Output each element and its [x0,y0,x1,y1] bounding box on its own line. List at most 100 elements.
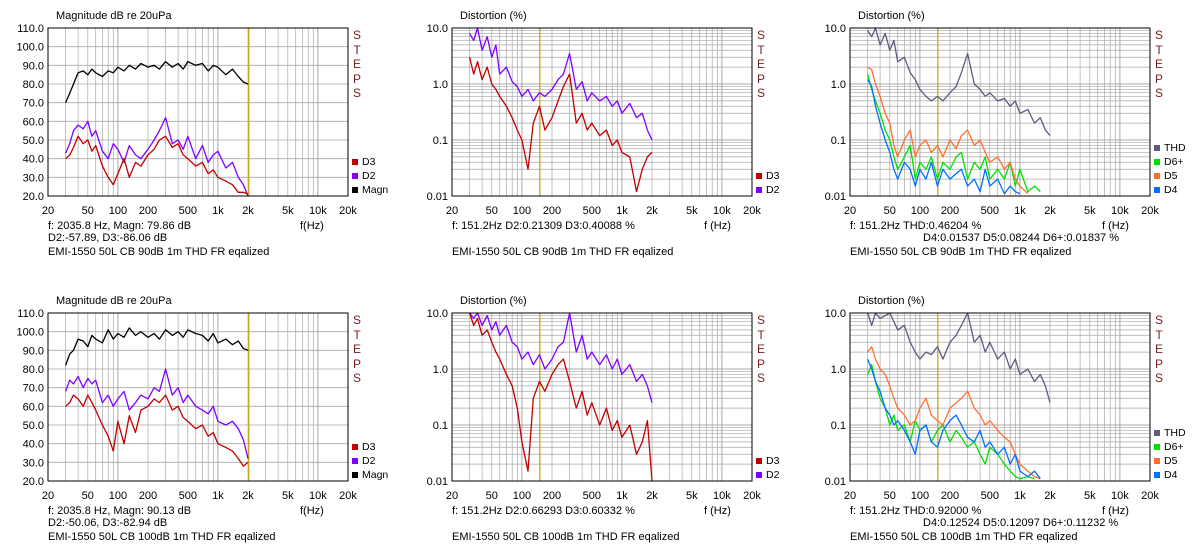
steps-letter: S [756,28,765,42]
y-tick-label: 70.0 [23,98,44,110]
x-tick-label: 5k [1084,205,1096,217]
y-tick-label: 20.0 [23,476,44,488]
cursor-readout: f: 151.2Hz D2:0.21309 D3:0.40088 % [452,220,635,232]
legend-label: D3 [362,441,376,453]
x-tick-label: 20k [1141,205,1159,217]
y-tick-label: 0.1 [433,420,448,432]
y-tick-label: 50.0 [23,135,44,147]
y-tick-label: 10.0 [825,308,846,320]
x-tick-label: 20 [42,205,54,217]
x-tick-label: 50 [486,205,498,217]
x-tick-label: 1k [1014,205,1026,217]
steps-letter: S [1154,313,1163,327]
legend-label: D2 [362,455,376,467]
x-tick-label: 5k [686,490,698,502]
y-tick-label: 0.01 [825,191,846,203]
chart-title: Magnitude dB re 20uPa [56,10,172,22]
plot-frame [849,312,1151,482]
plot-frame [47,312,349,482]
legend-item: Magn [352,469,388,481]
steps-letter: S [1154,28,1163,42]
series-line-d2 [64,368,249,459]
series-line-thd [867,27,1051,137]
legend-label: D3 [766,170,780,182]
x-tick-label: 20 [844,205,856,217]
legend-label: D3 [362,156,376,168]
chart-panel-distortion-thd-100db: 10.0 1.0 0.1 0.01 20 50 100 200 500 1k 2k 5k 10k 20k D… [802,285,1192,555]
y-tick-label: 60.0 [23,401,44,413]
legend-swatch [1154,458,1160,464]
y-tick-label: 30.0 [23,457,44,469]
x-tick-label: 1k [212,205,224,217]
x-tick-label: 200 [543,490,561,502]
legend-swatch [352,173,358,179]
y-tick-label: 100.0 [16,42,44,54]
y-tick-label: 0.01 [427,191,448,203]
y-tick-label: 80.0 [23,79,44,91]
x-tick-label: 500 [179,205,197,217]
x-tick-label: 2k [242,205,254,217]
cursor-readout: D2:-57.89, D3:-86.06 dB [48,232,168,244]
x-axis-unit-label: f (Hz) [704,505,731,517]
x-tick-label: 20k [339,205,357,217]
legend-swatch [756,472,762,478]
steps-letter: P [352,71,361,86]
x-tick-label: 5k [282,490,294,502]
legend-label: D6+ [1164,156,1184,168]
legend-swatch [756,173,762,179]
steps-letter: S [1154,371,1163,385]
x-tick-label: 1k [1014,490,1026,502]
legend-label: D4 [1164,184,1178,196]
cursor-readout: D2:-50.06, D3:-82.94 dB [48,517,168,529]
chart-panel-distortion-d2d3-90db: 10.0 1.0 0.1 0.01 20 50 100 200 500 1k 2k 5k 10k 20k D… [404,0,794,270]
legend-item: D4 [1154,469,1177,481]
series-line-thd [866,312,1051,403]
x-tick-label: 100 [911,205,929,217]
legend-swatch [1154,444,1160,450]
steps-letter: S [352,86,361,100]
chart-panel-distortion-d2d3-100db: 10.0 1.0 0.1 0.01 20 50 100 200 500 1k 2k 5k 10k 20k D… [404,285,794,555]
steps-letter: T [353,42,361,57]
x-tick-label: 500 [981,205,999,217]
series-line-d5 [867,66,1029,195]
legend-swatch [1154,159,1160,165]
y-tick-label: 1.0 [831,364,846,376]
chart-caption: EMI-1550 50L CB 90dB 1m THD FR eqalized [48,246,270,258]
y-tick-label: 1.0 [433,364,448,376]
legend-swatch [756,187,762,193]
x-tick-label: 2k [242,490,254,502]
legend-item: D2 [756,184,779,196]
x-tick-label: 50 [884,205,896,217]
y-tick-label: 0.1 [831,135,846,147]
cursor-readout: f: 151.2Hz THD:0.46204 % [850,220,982,232]
plot-frame [47,27,349,197]
chart-caption: EMI-1550 50L CB 100dB 1m THD FR eqalized [850,531,1078,543]
x-tick-label: 200 [941,490,959,502]
series-line-magn [64,327,249,366]
steps-letter: E [756,342,765,356]
steps-letter: S [756,313,765,327]
legend-item: D6+ [1154,441,1184,453]
x-tick-label: 10k [713,205,731,217]
x-tick-label: 1k [616,490,628,502]
x-tick-label: 20 [446,205,458,217]
steps-letter: E [756,57,765,71]
cursor-readout: f: 2035.8 Hz, Magn: 90.13 dB [48,505,192,517]
x-tick-label: 500 [179,490,197,502]
y-tick-label: 40.0 [23,154,44,166]
chart-caption: EMI-1550 50L CB 90dB 1m THD FR eqalized [452,246,674,258]
y-tick-label: 110.0 [17,23,44,35]
steps-letter: E [1154,342,1163,356]
grid [849,312,1151,482]
y-tick-label: 60.0 [23,116,44,128]
legend-label: Magn [362,469,389,481]
series-line-d2 [469,312,653,403]
x-axis-unit-label: f (Hz) [1102,220,1129,232]
x-tick-label: 20k [743,205,761,217]
legend-item: D2 [352,455,375,467]
series-line-d3 [65,394,249,467]
steps-letter: S [756,371,765,385]
x-tick-label: 10k [309,490,327,502]
